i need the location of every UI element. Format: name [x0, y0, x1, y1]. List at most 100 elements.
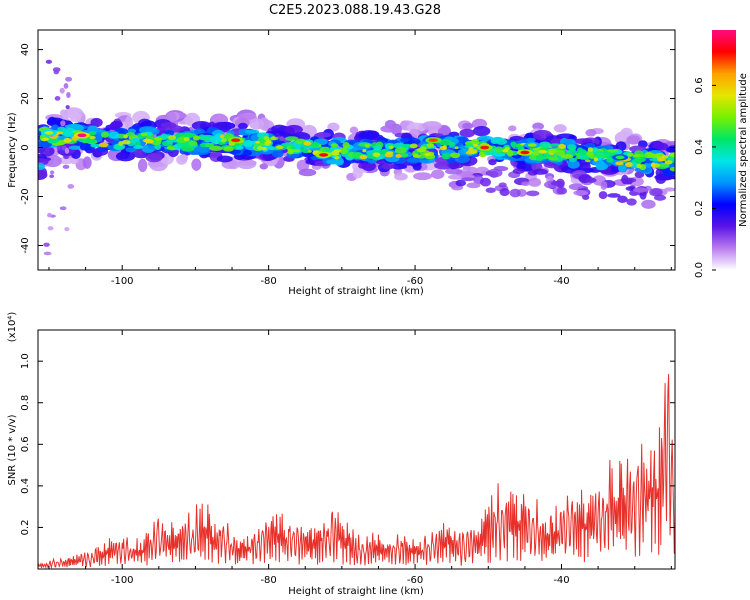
spectrogram-cell — [413, 172, 433, 181]
spectrogram-peak — [615, 155, 625, 160]
spectrogram-cell — [216, 155, 233, 163]
spectrogram-cell — [499, 188, 510, 197]
spectrogram-cell — [121, 140, 131, 145]
spectrogram-cell — [626, 198, 637, 206]
spectrogram-cell — [624, 162, 633, 168]
spectrogram-cell — [641, 199, 656, 209]
spectrogram-cell — [494, 152, 506, 157]
spectrogram-cell — [38, 162, 46, 171]
spectrogram-cell — [485, 187, 496, 193]
spectrogram-cell — [116, 152, 128, 159]
spectrogram-cell — [587, 147, 594, 153]
snr-series-line — [38, 373, 675, 569]
spectrogram-cell — [145, 153, 163, 163]
spectrogram-cell — [651, 162, 656, 168]
spectrogram-cell — [468, 146, 474, 152]
spectrogram-cell — [627, 152, 634, 157]
spectrogram-cell — [242, 142, 253, 146]
spectrogram-cell — [620, 177, 637, 183]
spectrogram-cell — [123, 134, 128, 139]
spectrogram-cell — [638, 153, 648, 158]
spectrogram-cell — [68, 145, 83, 150]
spectrogram-cell — [566, 144, 577, 150]
spectrogram-cell — [424, 153, 430, 156]
spectrogram-cell — [426, 143, 434, 148]
spectrogram-cell — [153, 137, 163, 141]
spectrogram-cell — [494, 146, 504, 153]
spectrogram-cell — [406, 157, 421, 164]
spectrogram-y-ticks: -40 -20 0 20 40 — [20, 43, 675, 254]
spectrogram-cell — [275, 145, 284, 150]
spectrogram-cell — [144, 139, 155, 144]
snr-x-ticks: -100 -80 -60 -40 — [48, 330, 672, 586]
spectrogram-cell — [664, 160, 673, 165]
spectrogram-cell — [448, 174, 464, 180]
spectrogram-cell — [342, 141, 350, 149]
spectrogram-y-tick-label: 40 — [20, 43, 31, 56]
spectrogram-cell — [625, 186, 636, 191]
spectrogram-cell — [606, 156, 614, 163]
spectrogram-cell — [502, 149, 509, 153]
spectrogram-cell — [439, 139, 452, 146]
spectrogram-cell — [526, 137, 536, 143]
spectrogram-marks — [38, 59, 675, 256]
spectrogram-cell — [236, 145, 244, 150]
spectrogram-cell — [259, 163, 269, 170]
spectrogram-cell — [281, 142, 295, 147]
spectrogram-cell — [236, 158, 257, 170]
spectrogram-cell — [52, 67, 61, 73]
spectrogram-cell — [669, 166, 675, 172]
spectrogram-cell — [512, 168, 525, 174]
spectrogram-cell — [219, 134, 225, 139]
spectrogram-panel: -100 -80 -60 -40 -40 -20 0 20 40 Height of stra… — [7, 29, 676, 297]
spectrogram-cell — [89, 135, 96, 140]
spectrogram-cell — [585, 129, 597, 137]
spectrogram-cell — [461, 177, 475, 182]
spectrogram-cell — [380, 125, 399, 133]
spectrogram-cell — [629, 145, 647, 153]
spectrogram-cell — [333, 149, 342, 153]
spectrogram-cell — [90, 117, 103, 128]
spectrogram-cell — [633, 187, 647, 193]
spectrogram-cell — [465, 150, 474, 155]
spectrogram-x-tick-label: -100 — [111, 276, 134, 287]
spectrogram-cell — [125, 132, 136, 137]
spectrogram-cell — [166, 111, 177, 123]
spectrogram-cell — [644, 151, 654, 159]
spectrogram-cell — [668, 152, 675, 158]
spectrogram-y-label: Frequency (Hz) — [7, 112, 18, 188]
spectrogram-cell — [255, 140, 261, 144]
spectrogram-cell — [366, 153, 374, 159]
colorbar-ticks: 0.0 0.2 0.4 0.6 — [694, 77, 716, 278]
spectrogram-cell — [339, 147, 348, 155]
spectrogram-peak — [428, 138, 438, 143]
spectrogram-cell — [249, 118, 265, 130]
spectrogram-x-tick-label: -40 — [553, 276, 569, 287]
spectrogram-cell — [43, 251, 52, 256]
spectrogram-cell — [636, 163, 642, 169]
spectrogram-cell — [550, 180, 562, 186]
spectrogram-cell — [257, 145, 263, 151]
spectrogram-cell — [558, 144, 567, 149]
spectrogram-peak — [527, 143, 537, 147]
spectrogram-cell — [409, 143, 418, 149]
colorbar-tick-label: 0.6 — [694, 77, 705, 93]
spectrogram-cell — [394, 172, 408, 181]
spectrogram-cell — [359, 154, 368, 160]
spectrogram-cell — [261, 147, 267, 151]
spectrogram-cell — [307, 149, 312, 153]
spectrogram-frame — [37, 29, 676, 271]
spectrogram-cell — [626, 135, 641, 145]
spectrogram-cell — [63, 155, 70, 159]
spectrogram-cell — [634, 171, 645, 178]
spectrogram-cell — [79, 143, 92, 151]
spectrogram-cell — [330, 143, 339, 148]
spectrogram-cell — [472, 125, 491, 137]
spectrogram-cell — [560, 154, 574, 159]
spectrogram-cell — [63, 137, 72, 143]
spectrogram-cell — [60, 120, 66, 127]
spectrogram-cell — [618, 163, 627, 173]
spectrogram-cell — [459, 128, 475, 138]
figure-title: C2E5.2023.088.19.43.G28 — [269, 3, 441, 18]
spectrogram-cell — [509, 188, 521, 198]
